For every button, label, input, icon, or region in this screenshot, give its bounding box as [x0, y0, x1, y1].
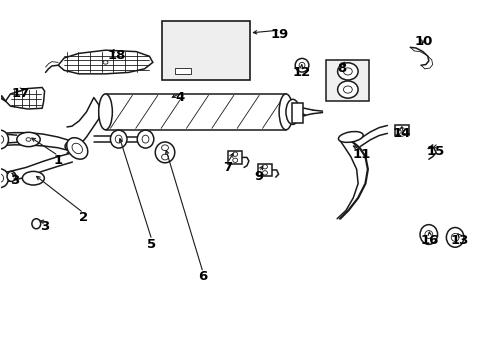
Text: 7: 7 [223, 161, 231, 174]
Ellipse shape [0, 135, 3, 143]
Ellipse shape [72, 143, 82, 154]
Bar [161, 22, 250, 80]
Text: 16: 16 [420, 234, 438, 247]
Ellipse shape [446, 228, 463, 247]
Text: 2: 2 [79, 211, 88, 224]
Ellipse shape [343, 68, 351, 75]
Ellipse shape [343, 86, 351, 93]
Ellipse shape [299, 62, 305, 68]
Ellipse shape [65, 141, 80, 152]
Text: 4: 4 [175, 91, 184, 104]
Ellipse shape [110, 130, 127, 148]
Text: 11: 11 [352, 148, 370, 161]
Bar [258, 163, 271, 176]
Ellipse shape [232, 152, 237, 156]
Text: 3: 3 [40, 220, 49, 233]
Text: 10: 10 [414, 35, 432, 49]
Text: 5: 5 [147, 238, 156, 251]
Ellipse shape [450, 233, 458, 241]
Ellipse shape [17, 132, 40, 147]
Ellipse shape [337, 81, 357, 98]
Text: 13: 13 [450, 234, 468, 247]
Bar [175, 68, 190, 74]
Ellipse shape [66, 138, 87, 159]
Text: 1: 1 [54, 154, 62, 167]
Ellipse shape [103, 60, 108, 64]
Text: 17: 17 [11, 87, 29, 100]
Ellipse shape [279, 94, 292, 130]
Text: 8: 8 [337, 62, 346, 75]
Ellipse shape [22, 171, 44, 185]
Text: 6: 6 [198, 270, 207, 283]
Ellipse shape [99, 94, 112, 130]
Ellipse shape [161, 154, 168, 160]
Bar [292, 103, 303, 123]
Ellipse shape [142, 135, 149, 143]
Ellipse shape [399, 128, 404, 131]
Ellipse shape [399, 133, 404, 136]
Text: 15: 15 [426, 145, 445, 158]
Ellipse shape [137, 130, 154, 148]
Ellipse shape [0, 130, 8, 149]
Text: 9: 9 [254, 170, 263, 183]
Ellipse shape [262, 171, 267, 175]
Text: 19: 19 [270, 28, 288, 41]
Ellipse shape [424, 230, 432, 238]
Ellipse shape [262, 165, 267, 169]
Ellipse shape [0, 174, 3, 182]
Ellipse shape [115, 135, 122, 143]
Ellipse shape [419, 225, 437, 244]
Bar [326, 60, 368, 101]
Polygon shape [5, 87, 44, 109]
Ellipse shape [338, 131, 363, 143]
Ellipse shape [26, 138, 31, 141]
Ellipse shape [285, 99, 299, 125]
Ellipse shape [0, 169, 8, 188]
Ellipse shape [161, 145, 168, 150]
Ellipse shape [155, 142, 174, 163]
Ellipse shape [337, 63, 357, 80]
Text: 18: 18 [107, 49, 126, 62]
Ellipse shape [232, 158, 237, 162]
Text: 3: 3 [10, 174, 19, 186]
Ellipse shape [7, 171, 16, 181]
Text: 12: 12 [292, 66, 310, 79]
Polygon shape [58, 50, 153, 74]
Ellipse shape [32, 219, 41, 229]
Text: 14: 14 [391, 127, 410, 140]
Bar [228, 151, 242, 164]
Ellipse shape [295, 58, 308, 72]
Bar [394, 125, 408, 135]
